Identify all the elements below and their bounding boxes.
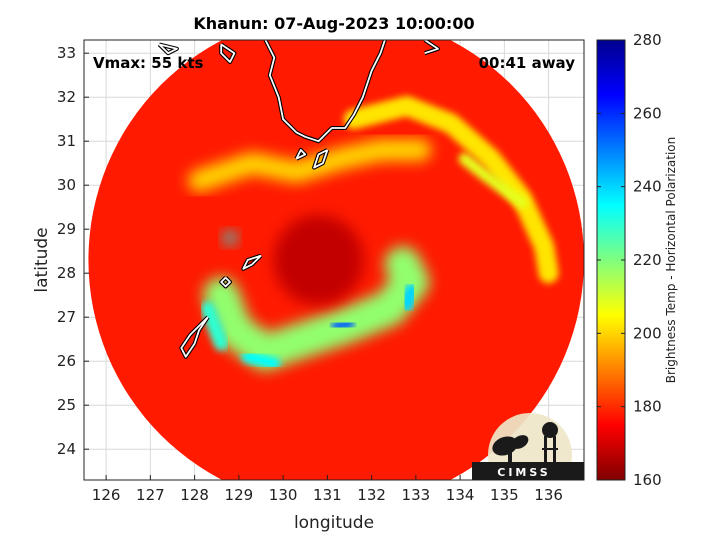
x-tick-label: 132 bbox=[357, 486, 386, 504]
coastline bbox=[158, 43, 178, 55]
y-tick-label: 31 bbox=[57, 132, 76, 150]
colorbar-tick-label: 240 bbox=[633, 178, 662, 196]
colorbar-tick-label: 280 bbox=[633, 31, 662, 49]
y-tick-label: 24 bbox=[57, 440, 76, 458]
coastline bbox=[264, 40, 386, 143]
coastline bbox=[180, 316, 209, 358]
y-tick-label: 26 bbox=[57, 352, 76, 370]
x-tick-label: 127 bbox=[136, 486, 165, 504]
feature-outer-band-northeast-patch bbox=[458, 152, 529, 209]
x-tick-label: 131 bbox=[313, 486, 342, 504]
y-tick-label: 29 bbox=[57, 220, 76, 238]
feature-cold-spot-north-west bbox=[224, 232, 237, 244]
away-annotation: 00:41 away bbox=[479, 54, 576, 72]
feature-cold-patch-southwest bbox=[241, 350, 281, 370]
satellite-dish-icon bbox=[492, 435, 529, 464]
x-tick-label: 130 bbox=[269, 486, 298, 504]
x-tick-label: 126 bbox=[92, 486, 121, 504]
colorbar-label: Brightness Temp - Horizontal Polarizatio… bbox=[664, 137, 678, 384]
feature-eye bbox=[273, 215, 364, 305]
colorbar: 160 180 200 220 240 260 280 Brightness Temp - … bbox=[596, 31, 678, 489]
colorbar-ticks: 160 180 200 220 240 260 280 bbox=[597, 31, 662, 489]
water-tower-icon bbox=[542, 422, 558, 464]
x-axis-label: longitude bbox=[294, 513, 374, 533]
y-tick-label: 28 bbox=[57, 264, 76, 282]
y-tick-label: 30 bbox=[57, 176, 76, 194]
x-axis-ticks: 126 127 128 129 130 131 132 133 134 135 136 bbox=[92, 475, 563, 504]
colorbar-tick-label: 260 bbox=[633, 104, 662, 122]
y-tick-label: 33 bbox=[57, 44, 76, 62]
x-tick-label: 135 bbox=[490, 486, 519, 504]
coastline bbox=[424, 40, 439, 55]
colorbar-gradient bbox=[596, 39, 626, 481]
x-tick-label: 134 bbox=[446, 486, 475, 504]
coastline bbox=[242, 254, 262, 270]
y-axis-label: latitude bbox=[32, 227, 52, 292]
chart-title: Khanun: 07-Aug-2023 10:00:00 bbox=[193, 14, 474, 33]
coastline bbox=[295, 149, 307, 160]
coastlines bbox=[157, 40, 440, 359]
vmax-annotation: Vmax: 55 kts bbox=[93, 54, 203, 72]
y-axis-ticks: 24 25 26 27 28 29 30 31 32 33 bbox=[57, 44, 89, 458]
feature-outer-band-northeast bbox=[343, 96, 559, 284]
cimss-logo: CIMSS bbox=[472, 413, 584, 480]
y-tick-label: 27 bbox=[57, 308, 76, 326]
colorbar-tick-label: 180 bbox=[633, 398, 662, 416]
logo-text: CIMSS bbox=[497, 466, 550, 479]
coastline bbox=[220, 43, 236, 63]
colorbar-tick-label: 160 bbox=[633, 471, 662, 489]
colorbar-tick-label: 220 bbox=[633, 251, 662, 269]
colorbar-tick-label: 200 bbox=[633, 324, 662, 342]
logo-banner bbox=[472, 462, 584, 480]
x-tick-label: 129 bbox=[225, 486, 254, 504]
x-tick-label: 136 bbox=[534, 486, 563, 504]
feature-cold-patch-east bbox=[400, 283, 419, 311]
coastline bbox=[220, 276, 231, 288]
x-tick-label: 133 bbox=[402, 486, 431, 504]
coastline bbox=[313, 149, 329, 169]
y-tick-label: 25 bbox=[57, 396, 76, 414]
y-tick-label: 32 bbox=[57, 88, 76, 106]
feature-cold-patch-west bbox=[200, 301, 229, 351]
feature-cold-core bbox=[331, 318, 355, 331]
feature-layer bbox=[188, 96, 559, 371]
x-tick-label: 128 bbox=[180, 486, 209, 504]
